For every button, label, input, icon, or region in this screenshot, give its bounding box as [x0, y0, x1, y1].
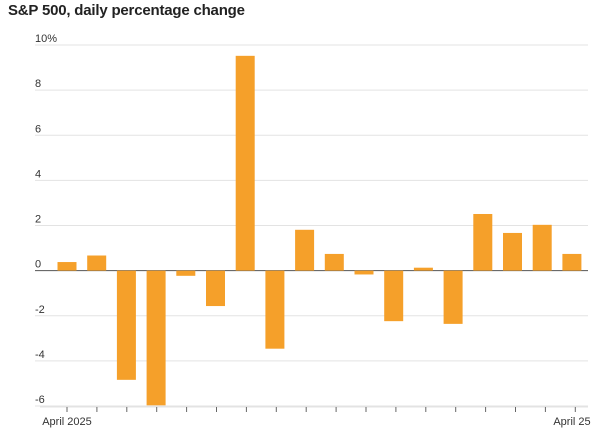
y-tick-label: 2 — [35, 214, 41, 226]
bar — [443, 270, 463, 324]
bar — [324, 253, 344, 271]
bar — [413, 267, 433, 271]
bar — [206, 270, 225, 307]
x-axis-ticks — [40, 406, 588, 412]
bar — [384, 270, 404, 322]
y-tick-label: 8 — [35, 78, 41, 90]
bars — [57, 55, 582, 406]
y-tick-label: -2 — [35, 304, 45, 316]
gridlines — [35, 44, 588, 407]
y-tick-label: 10% — [35, 33, 57, 45]
bar — [57, 262, 77, 271]
y-axis-labels: 10% 8 6 4 2 0 -2 -4 -6 — [35, 33, 57, 406]
bar — [295, 229, 315, 271]
bar — [473, 213, 493, 271]
chart-title: S&P 500, daily percentage change — [8, 2, 245, 19]
bar — [354, 270, 374, 275]
y-tick-label: -4 — [35, 349, 45, 361]
y-tick-label: 6 — [35, 123, 41, 135]
bar — [235, 55, 255, 271]
y-tick-label: 0 — [35, 259, 41, 271]
y-tick-label: 4 — [35, 168, 41, 180]
bar — [146, 270, 166, 406]
x-axis-label-start: April 2025 — [42, 416, 92, 428]
bar — [87, 255, 107, 271]
bar — [562, 253, 582, 271]
bar — [116, 270, 136, 380]
bar — [265, 270, 285, 349]
x-axis-label-end: April 25 — [553, 416, 590, 428]
y-tick-label: -6 — [35, 394, 45, 406]
bar — [176, 270, 196, 276]
bar — [532, 224, 552, 271]
bar — [503, 232, 522, 271]
